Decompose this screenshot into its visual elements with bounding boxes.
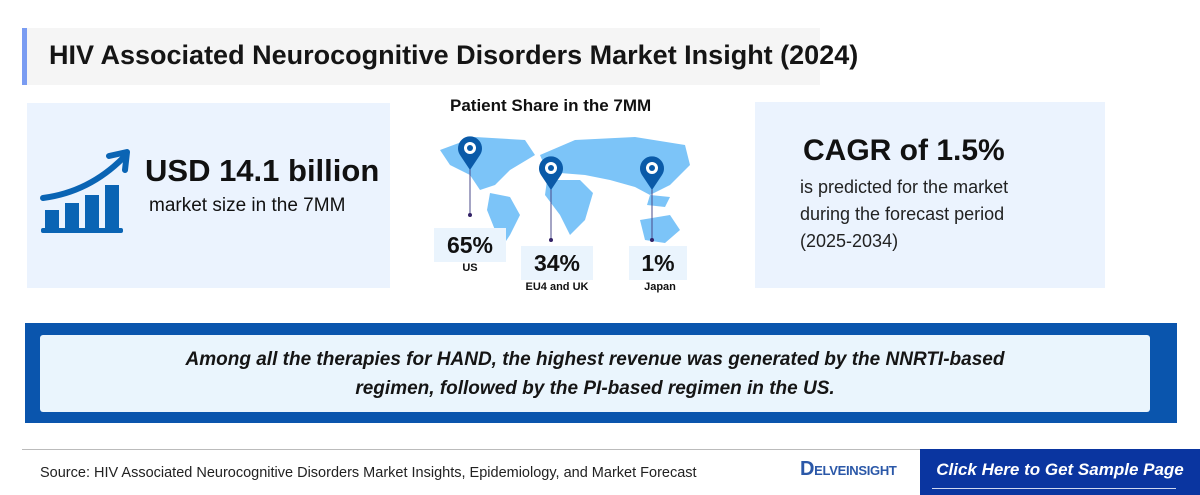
cagr-text-2: during the forecast period <box>800 204 1005 224</box>
source-text: Source: HIV Associated Neurocognitive Di… <box>40 465 697 481</box>
share-us-value: 65% <box>434 228 506 262</box>
share-eu-value: 34% <box>521 246 593 280</box>
cagr-text-3: (2025-2034) <box>800 231 899 251</box>
share-japan-value: 1% <box>629 246 687 280</box>
market-size-value: USD 14.1 billion <box>145 153 380 188</box>
delveinsight-logo: DELVEINSIGHT <box>800 458 897 480</box>
cta-label[interactable]: Click Here to Get Sample Page <box>936 460 1184 479</box>
insight-text-box: Among all the therapies for HAND, the hi… <box>40 335 1150 412</box>
share-japan-label: Japan <box>644 281 676 293</box>
growth-chart-icon <box>40 149 130 233</box>
share-eu-label: EU4 and UK <box>525 281 589 293</box>
cagr-text-1: is predicted for the market <box>800 177 1009 197</box>
location-pin-icon <box>458 136 664 242</box>
get-sample-page-button[interactable]: Click Here to Get Sample Page <box>920 449 1200 495</box>
world-map <box>440 136 690 250</box>
insight-line-2: regimen, followed by the PI-based regime… <box>355 378 835 399</box>
share-us-label: US <box>462 262 478 274</box>
insight-banner: Among all the therapies for HAND, the hi… <box>25 323 1177 423</box>
patient-share-title: Patient Share in the 7MM <box>450 96 652 115</box>
cagr-card: CAGR of 1.5% is predicted for the market… <box>755 102 1105 288</box>
market-size-card: USD 14.1 billion market size in the 7MM <box>27 103 390 288</box>
market-size-label: market size in the 7MM <box>149 195 346 216</box>
cagr-value: CAGR of 1.5% <box>803 134 1005 167</box>
divider <box>22 449 920 450</box>
insight-line-1: Among all the therapies for HAND, the hi… <box>185 349 1005 370</box>
title-box: HIV Associated Neurocognitive Disorders … <box>22 28 858 85</box>
page-title: HIV Associated Neurocognitive Disorders … <box>49 40 859 70</box>
